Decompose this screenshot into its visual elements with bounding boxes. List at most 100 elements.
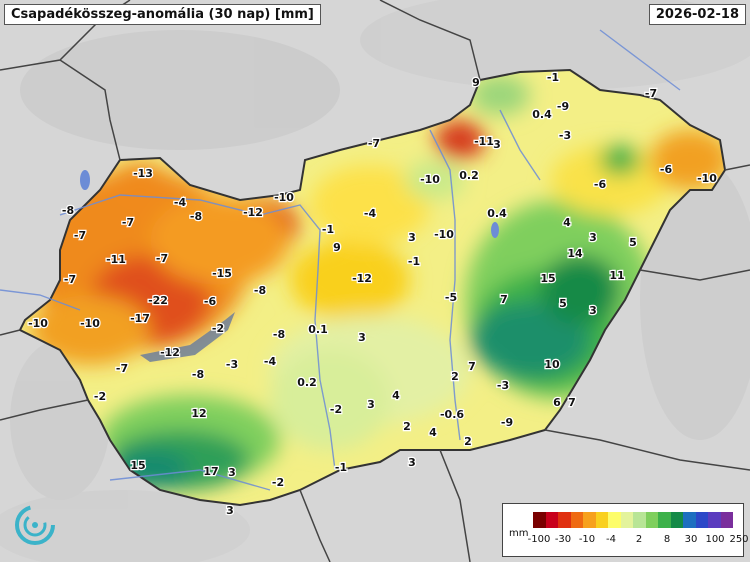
legend-swatch <box>558 512 571 528</box>
station-value: 2 <box>464 435 472 448</box>
legend-swatch <box>570 512 583 528</box>
station-value: -12 <box>160 346 180 359</box>
station-value: 3 <box>589 231 597 244</box>
station-value: -13 <box>133 167 153 180</box>
station-value: 3 <box>367 398 375 411</box>
station-value: 4 <box>392 389 400 402</box>
station-value: 7 <box>568 396 576 409</box>
station-value: 15 <box>540 272 555 285</box>
station-value: -12 <box>243 206 263 219</box>
station-value: -6 <box>204 295 217 308</box>
legend-tick-label: -4 <box>606 534 616 545</box>
station-value: -11 <box>474 135 494 148</box>
legend-tick-label: 100 <box>705 534 725 545</box>
station-value: -7 <box>64 273 76 286</box>
rivers <box>0 29 681 491</box>
station-value: -8 <box>192 368 204 381</box>
legend-swatch <box>583 512 596 528</box>
station-value: -0.6 <box>440 408 464 421</box>
station-value: -7 <box>116 362 128 375</box>
legend-swatch <box>620 512 633 528</box>
station-value: -10 <box>697 172 717 185</box>
station-value: -8 <box>254 284 266 297</box>
station-value: 7 <box>500 293 508 306</box>
station-value: 3 <box>408 231 416 244</box>
station-value: 9 <box>333 241 341 254</box>
station-value: 12 <box>191 407 206 420</box>
station-value: -4 <box>364 207 377 220</box>
station-value: 0.4 <box>532 108 552 121</box>
station-value: 0.2 <box>459 169 479 182</box>
station-value: -7 <box>645 87 657 100</box>
legend-swatch <box>633 512 646 528</box>
station-value: -2 <box>94 390 106 403</box>
station-value: -10 <box>434 228 454 241</box>
station-value: 3 <box>358 331 366 344</box>
legend-tick-label: 30 <box>684 534 698 545</box>
station-value: -6 <box>594 178 607 191</box>
station-value: -9 <box>501 416 513 429</box>
lake-neusiedl <box>80 170 90 190</box>
station-value: -3 <box>497 379 509 392</box>
station-value: -3 <box>559 129 571 142</box>
legend-tick-label: -30 <box>554 534 572 545</box>
station-value: -10 <box>420 173 440 186</box>
station-value: -5 <box>445 291 457 304</box>
station-value: -4 <box>174 196 187 209</box>
station-value: 6 <box>553 396 561 409</box>
station-value: -1 <box>408 255 420 268</box>
station-value: 2 <box>403 420 411 433</box>
station-value: -8 <box>62 204 74 217</box>
station-value: -10 <box>274 191 294 204</box>
station-value: 15 <box>130 459 145 472</box>
legend-swatch <box>683 512 696 528</box>
station-value: -3 <box>226 358 238 371</box>
station-value: -6 <box>660 163 673 176</box>
station-value: -11 <box>106 253 126 266</box>
station-value: -7 <box>122 216 134 229</box>
station-value: 4 <box>429 426 437 439</box>
legend-unit: mm <box>509 528 529 539</box>
station-value: 0.2 <box>297 376 317 389</box>
map-title: Csapadékösszeg-anomália (30 nap) [mm] <box>4 4 321 25</box>
legend-swatch <box>720 512 733 528</box>
legend-swatch <box>645 512 658 528</box>
station-value: 17 <box>203 465 218 478</box>
station-values: -13-8-7-7-4-8 -12-10-11 -7-7 -15-22 -6-8-17-… <box>27 70 719 519</box>
station-value: 2 <box>451 370 459 383</box>
lake-tisza <box>491 222 499 238</box>
station-value: -7 <box>368 137 380 150</box>
station-value: -10 <box>28 317 48 330</box>
station-value: 5 <box>629 236 637 249</box>
color-legend: mm -100 -30 -10 -4 2 8 30 100 250 <box>502 503 749 557</box>
station-value: 7 <box>468 360 476 373</box>
legend-tick-label: 2 <box>635 534 643 545</box>
station-value: -22 <box>148 294 168 307</box>
country-border <box>18 68 727 507</box>
station-value: -1 <box>547 71 559 84</box>
station-value: -8 <box>190 210 202 223</box>
station-value: 0.1 <box>308 323 328 336</box>
station-value: 4 <box>563 216 571 229</box>
station-value: 3 <box>408 456 416 469</box>
station-value: 0.4 <box>487 207 507 220</box>
station-value: 5 <box>559 297 567 310</box>
legend-ramp <box>533 512 733 528</box>
legend-tick-label: -100 <box>527 534 551 545</box>
station-value: -9 <box>557 100 569 113</box>
station-value: 3 <box>589 304 597 317</box>
station-value: 11 <box>609 269 624 282</box>
station-value: -1 <box>322 223 334 236</box>
legend-swatch <box>708 512 721 528</box>
station-value: -2 <box>330 403 342 416</box>
legend-swatch <box>695 512 708 528</box>
station-value: 3 <box>226 504 234 517</box>
station-value: -10 <box>80 317 100 330</box>
legend-swatch <box>608 512 621 528</box>
station-value: -1 <box>335 461 347 474</box>
map-date: 2026-02-18 <box>648 4 746 25</box>
legend-swatch <box>545 512 558 528</box>
legend-swatch <box>595 512 608 528</box>
station-value: -2 <box>272 476 284 489</box>
station-value: -4 <box>264 355 277 368</box>
